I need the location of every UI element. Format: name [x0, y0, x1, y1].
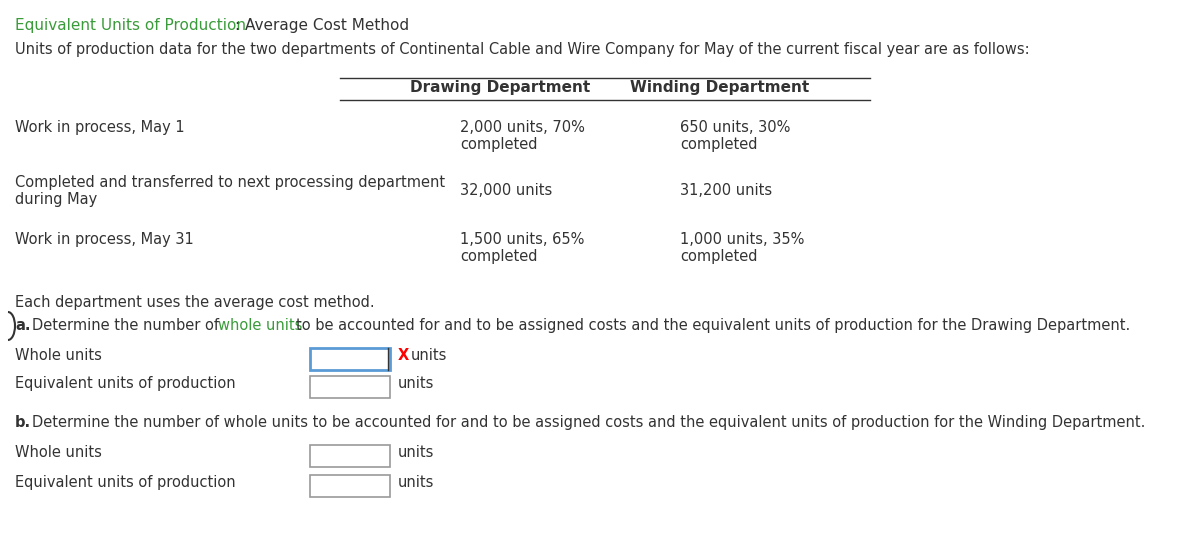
Text: during May: during May	[14, 192, 97, 207]
Text: Drawing Department: Drawing Department	[410, 80, 590, 95]
Text: units: units	[398, 475, 434, 490]
Text: Each department uses the average cost method.: Each department uses the average cost me…	[14, 295, 374, 310]
Text: Whole units: Whole units	[14, 445, 102, 460]
Text: units: units	[410, 348, 448, 363]
Text: a.: a.	[14, 318, 30, 333]
FancyBboxPatch shape	[310, 348, 390, 370]
Text: completed: completed	[680, 137, 757, 152]
Text: Determine the number of: Determine the number of	[32, 318, 220, 333]
Text: Work in process, May 31: Work in process, May 31	[14, 232, 193, 247]
Text: whole units: whole units	[218, 318, 302, 333]
Text: 31,200 units: 31,200 units	[680, 183, 772, 198]
Text: Completed and transferred to next processing department: Completed and transferred to next proces…	[14, 175, 445, 190]
Text: completed: completed	[460, 137, 538, 152]
FancyBboxPatch shape	[310, 445, 390, 467]
Text: Equivalent units of production: Equivalent units of production	[14, 475, 235, 490]
FancyBboxPatch shape	[310, 475, 390, 497]
Text: Units of production data for the two departments of Continental Cable and Wire C: Units of production data for the two dep…	[14, 42, 1030, 57]
Text: 2,000 units, 70%: 2,000 units, 70%	[460, 120, 584, 135]
Text: to be accounted for and to be assigned costs and the equivalent units of product: to be accounted for and to be assigned c…	[296, 318, 1130, 333]
Text: X: X	[398, 348, 409, 363]
Text: completed: completed	[680, 249, 757, 264]
Text: Winding Department: Winding Department	[630, 80, 810, 95]
FancyBboxPatch shape	[310, 376, 390, 398]
Text: Work in process, May 1: Work in process, May 1	[14, 120, 185, 135]
Text: Equivalent Units of Production: Equivalent Units of Production	[14, 18, 246, 33]
Text: 1,000 units, 35%: 1,000 units, 35%	[680, 232, 804, 247]
Text: units: units	[398, 376, 434, 391]
Text: Determine the number of whole units to be accounted for and to be assigned costs: Determine the number of whole units to b…	[32, 415, 1145, 430]
Text: 32,000 units: 32,000 units	[460, 183, 552, 198]
Text: completed: completed	[460, 249, 538, 264]
Text: units: units	[398, 445, 434, 460]
Text: 650 units, 30%: 650 units, 30%	[680, 120, 791, 135]
Text: Equivalent units of production: Equivalent units of production	[14, 376, 235, 391]
Text: : Average Cost Method: : Average Cost Method	[235, 18, 409, 33]
Text: 1,500 units, 65%: 1,500 units, 65%	[460, 232, 584, 247]
Text: b.: b.	[14, 415, 31, 430]
Text: Whole units: Whole units	[14, 348, 102, 363]
